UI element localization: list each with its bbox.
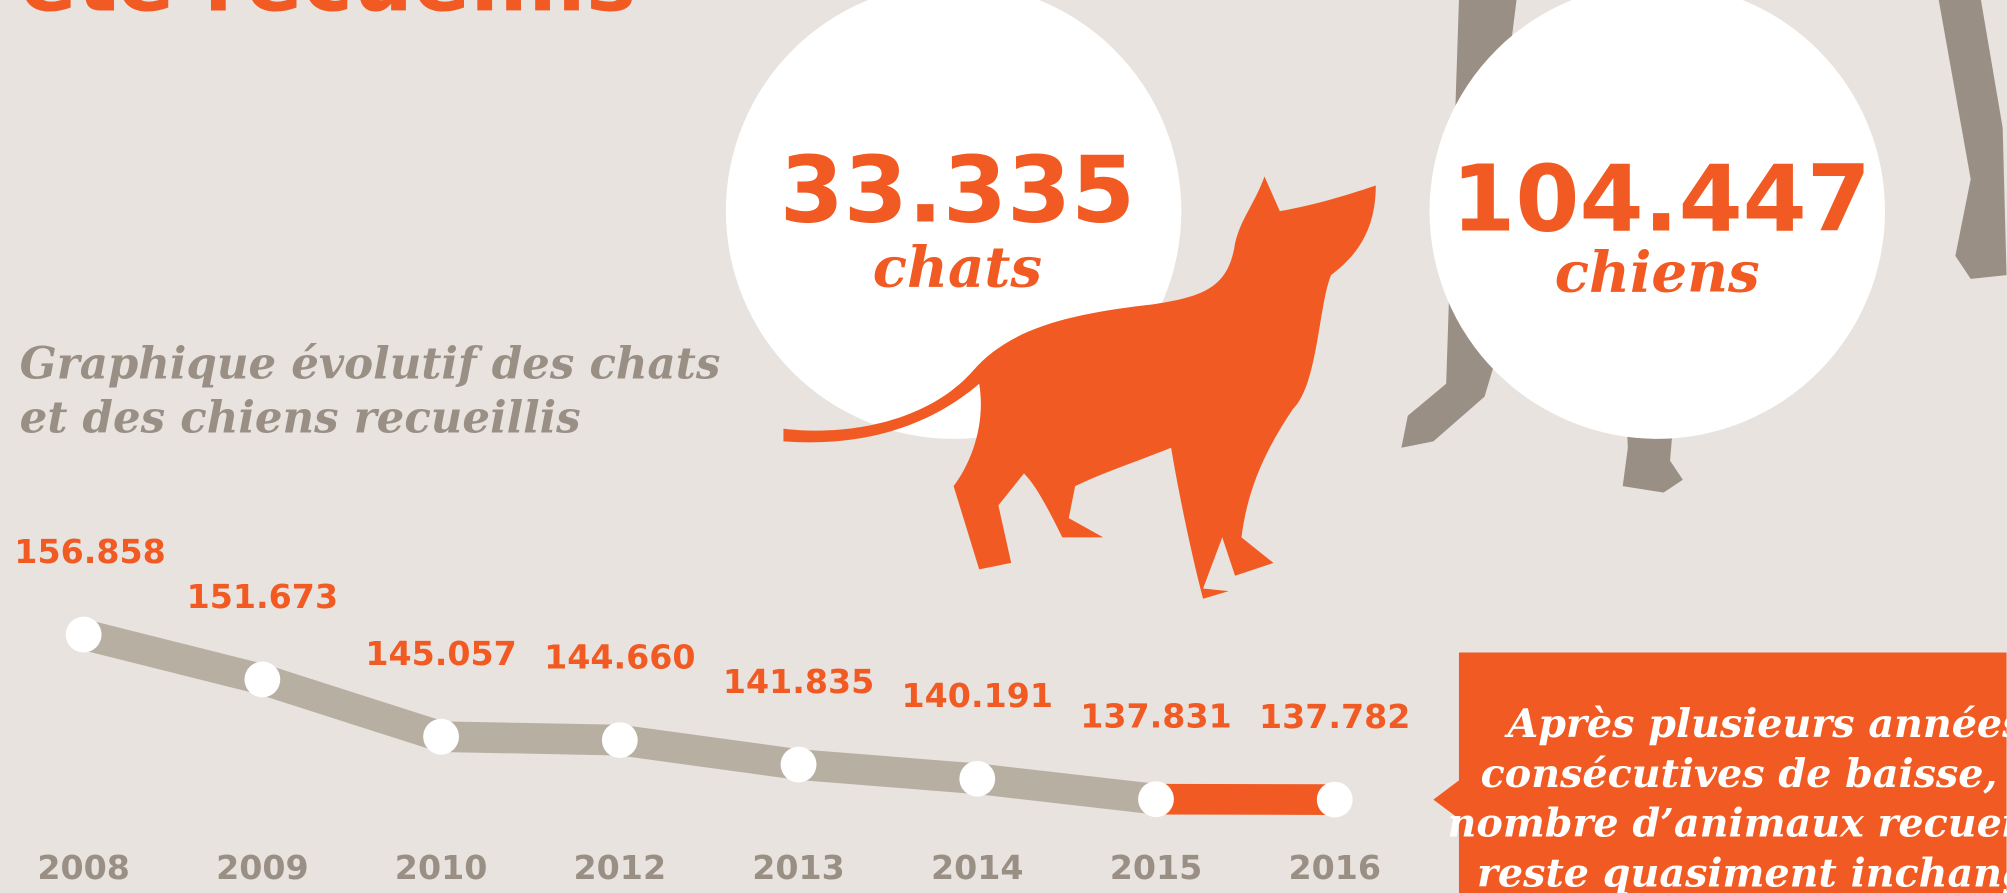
value-label: 137.831 — [1080, 697, 1231, 736]
x-tick-label: 2013 — [752, 848, 845, 887]
callout-text: consécutives de baisse, le — [1481, 751, 2007, 797]
x-tick-label: 2016 — [1288, 848, 1381, 887]
stat-label: chiens — [1555, 240, 1760, 306]
value-label: 144.660 — [544, 637, 695, 676]
plot: 156.858 2008 151.673 2009 145.057 2010 144.660… — [14, 532, 1410, 887]
value-label: 141.835 — [723, 662, 874, 701]
stat-label: chats — [873, 235, 1042, 301]
subtitle: Graphique évolutif des chats — [20, 339, 721, 390]
stat-value: 104.447 — [1451, 145, 1871, 252]
value-label: 145.057 — [365, 634, 516, 673]
x-tick-label: 2012 — [574, 848, 667, 887]
callout-text: reste quasiment inchangé — [1477, 851, 2007, 893]
point — [1316, 781, 1353, 818]
value-label: 137.782 — [1259, 697, 1410, 736]
subtitle: et des chiens recueillis — [20, 392, 581, 443]
point — [423, 718, 460, 755]
x-tick-label: 2010 — [395, 848, 488, 887]
x-tick-label: 2014 — [931, 848, 1024, 887]
value-label: 140.191 — [902, 676, 1053, 715]
point — [780, 746, 817, 783]
x-tick-label: 2008 — [37, 848, 130, 887]
cat-silhouette — [783, 176, 1376, 599]
point — [1138, 781, 1174, 818]
point — [601, 722, 638, 759]
callout-box — [1433, 652, 2007, 893]
value-label: 151.673 — [187, 577, 338, 616]
callout-text: nombre d’animaux recueillis — [1448, 801, 2007, 847]
stat-value: 33.335 — [780, 136, 1135, 243]
callout-text: Après plusieurs années — [1503, 701, 2007, 747]
point — [65, 616, 102, 653]
x-tick-label: 2015 — [1110, 848, 1203, 887]
point — [244, 661, 281, 698]
point — [959, 760, 996, 797]
x-tick-label: 2009 — [216, 848, 309, 887]
dog-circle — [1429, 0, 1885, 439]
title: été recueillis — [20, 0, 637, 30]
value-label: 156.858 — [14, 532, 165, 571]
